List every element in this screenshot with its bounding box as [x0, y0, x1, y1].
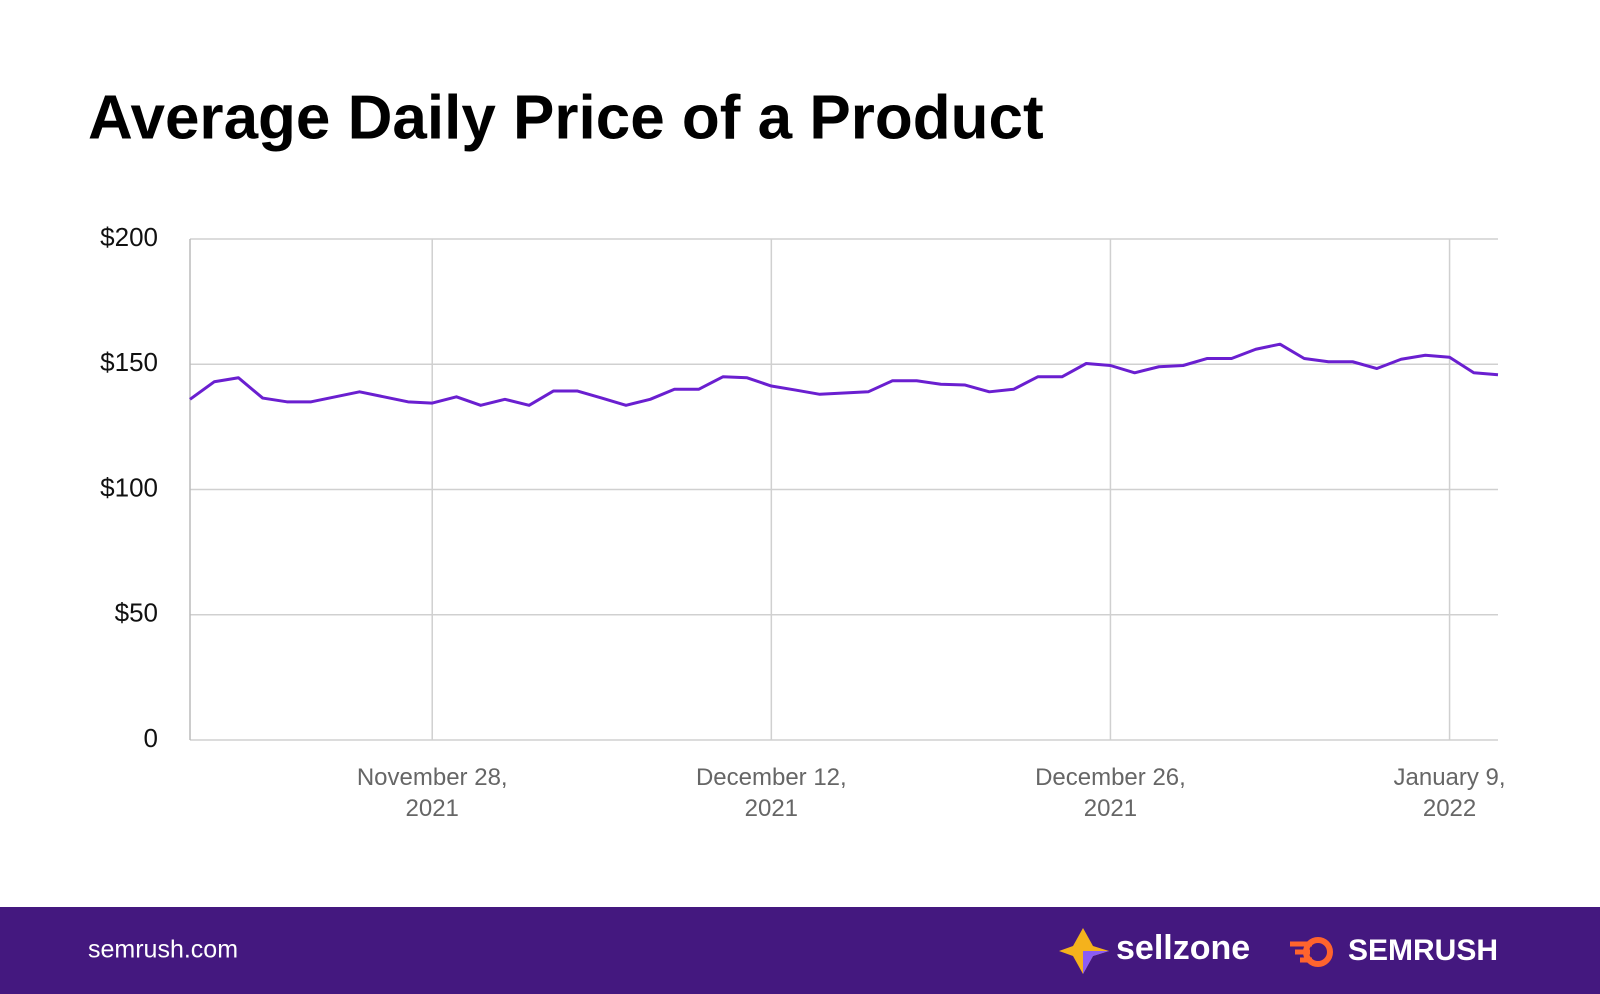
semrush-icon-lines [1290, 941, 1312, 963]
x-tick-label: December 12, 2021 [695, 764, 847, 822]
chart-title: Average Daily Price of a Product [88, 83, 1044, 152]
x-tick-label: November 28, 2021 [356, 764, 508, 822]
footer-band [0, 907, 1600, 994]
y-tick-label: 0 [144, 723, 158, 753]
footer-site: semrush.com [88, 936, 238, 964]
price-line [189, 342, 1499, 407]
x-tick-label: January 9, 2022 [1393, 764, 1506, 822]
y-tick-label: $100 [100, 472, 158, 502]
y-tick-label: $200 [100, 222, 158, 252]
y-tick-label: $150 [100, 347, 158, 377]
footer-logo-sellzone: sellzone [1116, 929, 1250, 967]
y-tick-label: $50 [115, 598, 158, 628]
footer-logo-semrush: SEMRUSH [1348, 934, 1498, 967]
sellzone-icon-part [1083, 951, 1109, 974]
x-tick-label: December 26, 2021 [1035, 764, 1186, 822]
